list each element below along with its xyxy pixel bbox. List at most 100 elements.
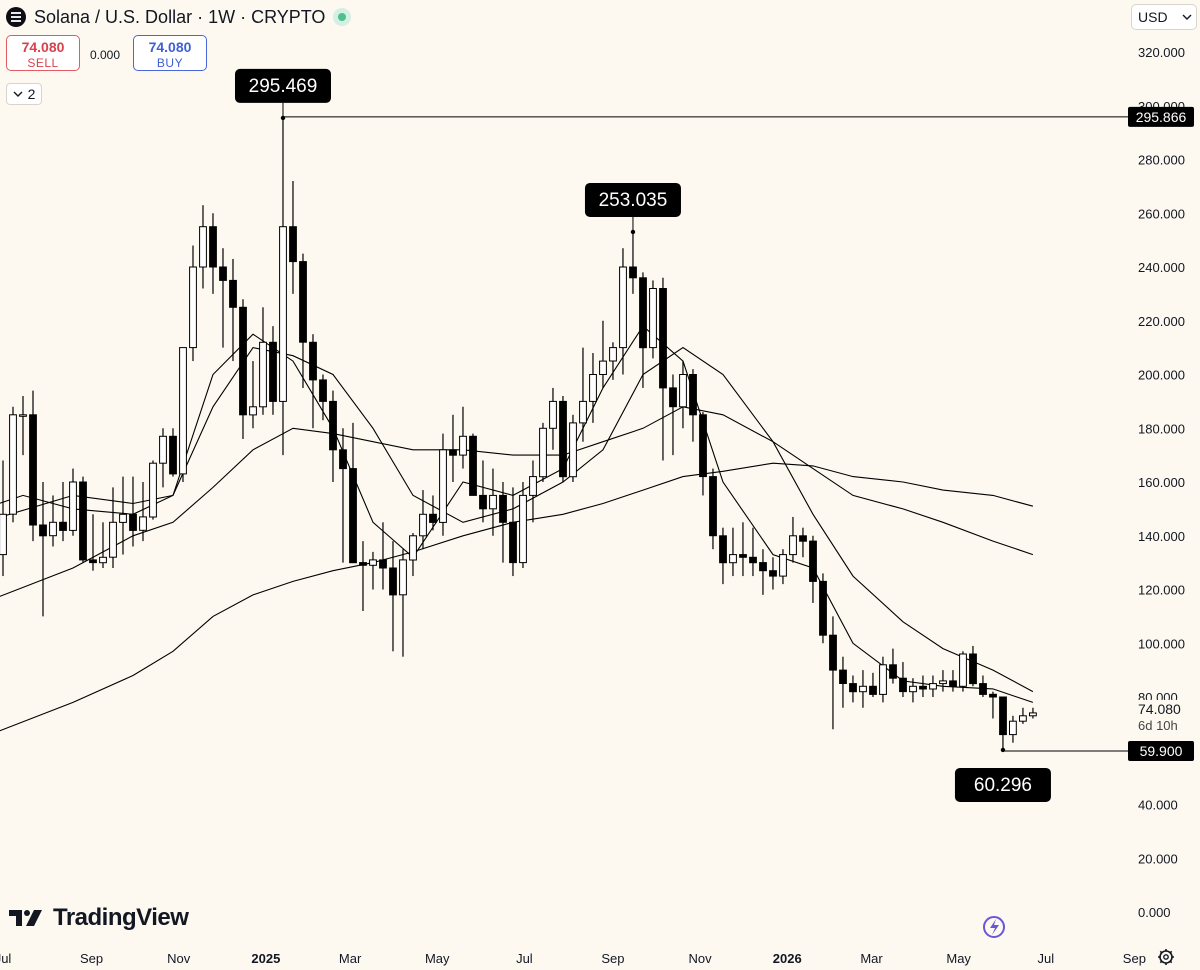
candle — [89, 514, 97, 571]
candle — [339, 428, 347, 563]
candle — [909, 678, 917, 703]
x-axis: Jul Sep Nov 2025 Mar May Jul Sep Nov 2026 Mar May Ju… — [0, 951, 1146, 966]
candle — [539, 422, 547, 482]
candle — [59, 482, 67, 542]
y-tick-label: 280.000 — [1138, 153, 1185, 168]
indicators-toggle-button[interactable]: 2 — [6, 83, 42, 105]
candle — [629, 231, 637, 294]
candle-body-up — [909, 685, 917, 693]
y-tick-label: 120.000 — [1138, 583, 1185, 598]
candle — [529, 460, 537, 523]
candle — [559, 396, 567, 482]
candle-body-down — [59, 521, 67, 531]
candle — [619, 248, 627, 375]
candle — [719, 527, 727, 585]
currency-select[interactable]: USD — [1131, 4, 1197, 30]
candle-body-up — [539, 427, 547, 478]
candle-body-up — [789, 535, 797, 556]
candle — [519, 482, 527, 568]
candle — [479, 460, 487, 523]
candle-body-up — [369, 559, 377, 566]
candle-body-up — [0, 513, 7, 556]
candle — [199, 205, 207, 289]
candle-body-up — [439, 449, 447, 523]
candle — [739, 522, 747, 577]
candle — [39, 482, 47, 617]
x-tick-label: Mar — [339, 951, 362, 966]
candle — [639, 272, 647, 388]
candle — [889, 648, 897, 684]
candle-body-down — [389, 567, 397, 596]
candle-body-down — [169, 435, 177, 475]
candle-body-down — [479, 494, 487, 510]
candle — [0, 460, 7, 577]
candle — [289, 181, 297, 294]
candle — [429, 495, 437, 531]
candle — [879, 656, 887, 703]
x-tick-label: 2025 — [251, 951, 280, 966]
y-tick-label: 220.000 — [1138, 314, 1185, 329]
y-tick-label: 20.000 — [1138, 851, 1178, 866]
x-tick-label: 2026 — [773, 951, 802, 966]
candle — [249, 361, 257, 429]
x-tick-label: Sep — [1123, 951, 1146, 966]
buy-button[interactable]: 74.080 BUY — [133, 35, 207, 71]
candle-body-up — [519, 494, 527, 564]
candle-body-up — [599, 360, 607, 376]
candle-body-up — [1009, 720, 1017, 736]
lightning-icon[interactable] — [983, 916, 1005, 938]
candle-body-down — [39, 524, 47, 537]
candle-body-down — [999, 696, 1007, 736]
candle — [679, 361, 687, 429]
symbol-title[interactable]: Solana / U.S. Dollar · 1W · CRYPTO — [34, 6, 326, 27]
candle — [859, 670, 867, 708]
candle — [469, 433, 477, 496]
y-tick-label: 320.000 — [1138, 45, 1185, 60]
candle-body-up — [779, 554, 787, 577]
candle — [999, 696, 1007, 750]
tradingview-logo[interactable]: TradingView — [9, 903, 189, 933]
candle-body-down — [429, 513, 437, 523]
candle-body-up — [1029, 712, 1037, 717]
candle — [149, 460, 157, 520]
candle — [609, 342, 617, 380]
candle — [749, 527, 757, 577]
candle — [789, 516, 797, 563]
candle — [29, 390, 37, 542]
candle-body-down — [79, 481, 87, 561]
candle-body-down — [739, 554, 747, 558]
candle — [959, 651, 967, 692]
candle-body-down — [309, 341, 317, 381]
current-price-bg — [1132, 699, 1194, 734]
candle-body-up — [9, 414, 17, 515]
candle-body-down — [709, 476, 717, 537]
candle — [169, 428, 177, 477]
candle — [369, 551, 377, 590]
candle — [159, 428, 167, 488]
symbol-header: Solana / U.S. Dollar · 1W · CRYPTO — [6, 5, 352, 29]
candle — [269, 326, 277, 415]
candle-body-up — [189, 266, 197, 349]
y-tick-label: 180.000 — [1138, 421, 1185, 436]
y-tick-label: 160.000 — [1138, 475, 1185, 490]
candle — [99, 522, 107, 568]
x-tick-label: Jul — [516, 951, 533, 966]
sell-button[interactable]: 74.080 SELL — [6, 35, 80, 71]
candle — [989, 691, 997, 719]
candle-body-up — [879, 664, 887, 695]
annotation-label: 60.296 — [974, 775, 1032, 796]
moving-average-line-2 — [0, 346, 1034, 693]
gear-icon[interactable] — [1157, 948, 1175, 966]
candle-body-up — [159, 435, 167, 464]
market-open-dot-icon — [333, 8, 352, 26]
candle-body-down — [689, 374, 697, 416]
candle-body-up — [729, 554, 737, 564]
candle-body-down — [509, 521, 517, 564]
candle-body-up — [249, 406, 257, 416]
candle — [549, 387, 557, 450]
moving-average-line-4 — [0, 462, 1034, 732]
candle-body-down — [899, 677, 907, 693]
candle-body-down — [769, 570, 777, 577]
candle — [9, 406, 17, 523]
